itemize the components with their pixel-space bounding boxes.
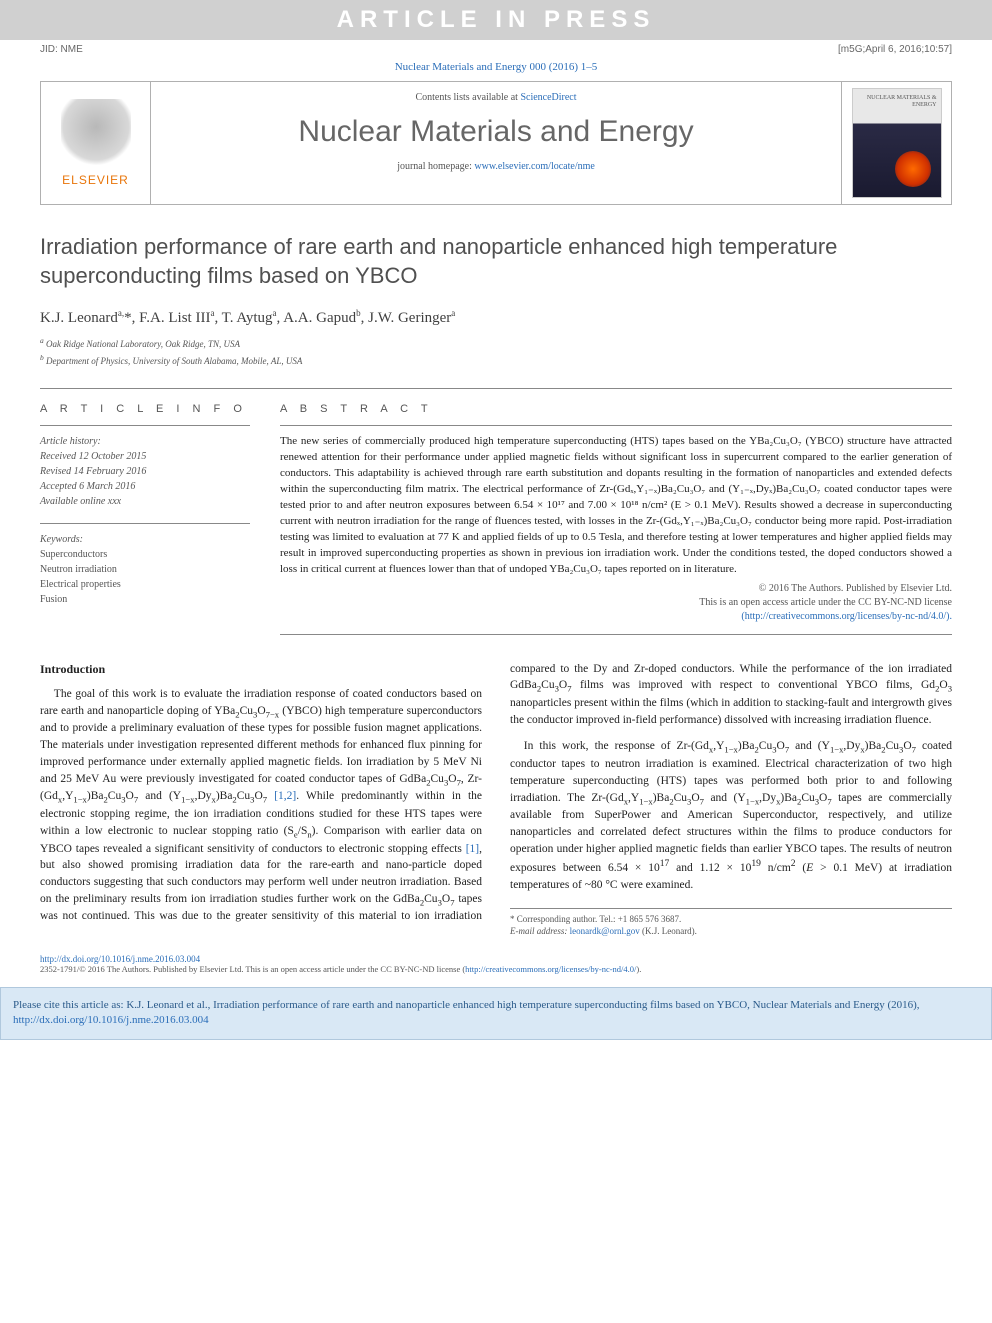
corr-email-link[interactable]: leonardk@ornl.gov [570,926,640,936]
ref-1[interactable]: [1] [466,843,479,855]
affiliation-b: b Department of Physics, University of S… [40,352,952,369]
affiliations: a Oak Ridge National Laboratory, Oak Rid… [40,335,952,368]
abstract-text: The new series of commercially produced … [280,425,952,577]
sciencedirect-link[interactable]: ScienceDirect [520,92,576,103]
history-accepted: Accepted 6 March 2016 [40,481,135,492]
cite-doi-link[interactable]: http://dx.doi.org/10.1016/j.nme.2016.03.… [13,1014,209,1026]
ref-1-2[interactable]: [1,2] [274,790,296,802]
keyword-4: Fusion [40,592,250,607]
jid-row: JID: NME [m5G;April 6, 2016;10:57] [40,44,952,55]
keywords-block: Keywords: Superconductors Neutron irradi… [40,523,250,607]
homepage-link[interactable]: www.elsevier.com/locate/nme [474,161,594,172]
copyright-line2: This is an open access article under the… [280,596,952,610]
citation-line: Nuclear Materials and Energy 000 (2016) … [40,61,952,73]
cite-this-article-box: Please cite this article as: K.J. Leonar… [0,987,992,1040]
bottom-license-link[interactable]: http://creativecommons.org/licenses/by-n… [465,964,636,974]
history-online: Available online xxx [40,496,121,507]
article-title: Irradiation performance of rare earth an… [40,233,952,290]
keywords-label: Keywords: [40,532,250,547]
doi-link[interactable]: http://dx.doi.org/10.1016/j.nme.2016.03.… [40,954,200,964]
article-info-head: A R T I C L E I N F O [40,403,250,415]
cover-text: NUCLEAR MATERIALS & ENERGY [853,95,937,108]
abstract-column: A B S T R A C T The new series of commer… [280,403,952,634]
elsevier-logo-cell: ELSEVIER [41,82,151,204]
email-tail: (K.J. Leonard). [640,926,697,936]
journal-cover-cell: NUCLEAR MATERIALS & ENERGY [841,82,951,204]
keyword-2: Neutron irradiation [40,562,250,577]
email-label: E-mail address: [510,926,570,936]
jid-left: JID: NME [40,44,83,55]
copyright-line1: © 2016 The Authors. Published by Elsevie… [280,582,952,596]
contents-line: Contents lists available at ScienceDirec… [151,92,841,103]
article-in-press-banner: ARTICLE IN PRESS [0,0,992,40]
article-history: Article history: Received 12 October 201… [40,425,250,509]
journal-header: ELSEVIER Contents lists available at Sci… [40,81,952,205]
affiliation-a: a Oak Ridge National Laboratory, Oak Rid… [40,335,952,352]
jid-right: [m5G;April 6, 2016;10:57] [838,44,952,55]
history-label: Article history: [40,434,250,449]
cite-text: Please cite this article as: K.J. Leonar… [13,999,920,1011]
article-info-column: A R T I C L E I N F O Article history: R… [40,403,250,634]
keyword-3: Electrical properties [40,577,250,592]
journal-center: Contents lists available at ScienceDirec… [151,82,841,204]
elsevier-label: ELSEVIER [62,173,129,187]
history-revised: Revised 14 February 2016 [40,466,146,477]
doi-line: http://dx.doi.org/10.1016/j.nme.2016.03.… [40,954,952,964]
copyright-block: © 2016 The Authors. Published by Elsevie… [280,582,952,624]
corresponding-author-footnote: * Corresponding author. Tel.: +1 865 576… [510,908,952,938]
homepage-line: journal homepage: www.elsevier.com/locat… [151,161,841,172]
body-p3: In this work, the response of Zr-(Gdx,Y1… [510,738,952,893]
body-text: Introduction The goal of this work is to… [40,661,952,938]
elsevier-tree-icon [61,99,131,169]
authors-line: K.J. Leonarda,*, F.A. List IIIa, T. Aytu… [40,308,952,327]
cover-blob-icon [895,151,931,187]
abstract-head: A B S T R A C T [280,403,952,415]
journal-name: Nuclear Materials and Energy [151,115,841,149]
journal-cover-thumbnail: NUCLEAR MATERIALS & ENERGY [852,88,942,198]
bottom-license: 2352-1791/© 2016 The Authors. Published … [40,964,952,975]
introduction-heading: Introduction [40,661,482,678]
keyword-1: Superconductors [40,547,250,562]
cc-license-link[interactable]: (http://creativecommons.org/licenses/by-… [741,611,952,622]
corr-author-line: * Corresponding author. Tel.: +1 865 576… [510,913,952,926]
history-received: Received 12 October 2015 [40,451,146,462]
